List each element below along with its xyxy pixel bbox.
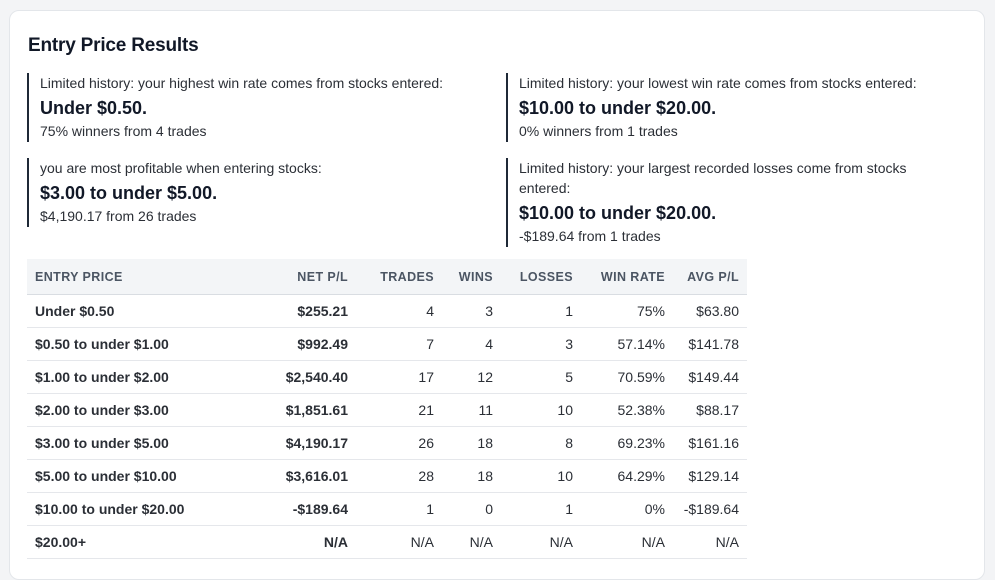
cell-losses: 10: [501, 393, 581, 427]
cell-losses: N/A: [501, 525, 581, 559]
col-header-avg-pl[interactable]: AVG P/L: [673, 259, 747, 295]
insight-highest-win-rate: Limited history: your highest win rate c…: [27, 73, 482, 142]
cell-win-rate: 75%: [581, 294, 673, 328]
cell-win-rate: 52.38%: [581, 393, 673, 427]
cell-trades: 21: [356, 393, 442, 427]
insight-range: $10.00 to under $20.00.: [519, 98, 717, 118]
insight-detail: 0% winners from 1 trades: [519, 123, 678, 139]
cell-wins: 12: [442, 360, 501, 394]
cell-net-pl: $1,851.61: [259, 393, 356, 427]
entry-price-table: ENTRY PRICE NET P/L TRADES WINS LOSSES W…: [27, 259, 747, 559]
col-header-losses[interactable]: LOSSES: [501, 259, 581, 295]
cell-win-rate: 70.59%: [581, 360, 673, 394]
col-header-net-pl[interactable]: NET P/L: [259, 259, 356, 295]
cell-wins: 4: [442, 327, 501, 361]
cell-wins: 18: [442, 459, 501, 493]
col-header-win-rate[interactable]: WIN RATE: [581, 259, 673, 295]
col-header-entry-price[interactable]: ENTRY PRICE: [27, 259, 259, 295]
insight-most-profitable: you are most profitable when entering st…: [27, 158, 482, 227]
insight-lead: Limited history: your lowest win rate co…: [519, 75, 917, 91]
cell-entry-price: $5.00 to under $10.00: [27, 459, 259, 493]
cell-avg-pl: N/A: [673, 525, 747, 559]
cell-net-pl: $2,540.40: [259, 360, 356, 394]
cell-avg-pl: -$189.64: [673, 492, 747, 526]
cell-win-rate: N/A: [581, 525, 673, 559]
insight-detail: -$189.64 from 1 trades: [519, 228, 661, 244]
section-title: Entry Price Results: [28, 35, 199, 56]
cell-net-pl: N/A: [259, 525, 356, 559]
cell-losses: 1: [501, 294, 581, 328]
cell-trades: 17: [356, 360, 442, 394]
insight-lead: you are most profitable when entering st…: [40, 160, 322, 176]
cell-trades: 1: [356, 492, 442, 526]
table-row: $20.00+ N/A N/A N/A N/A N/A N/A: [27, 525, 747, 559]
cell-avg-pl: $88.17: [673, 393, 747, 427]
table-row: $0.50 to under $1.00 $992.49 7 4 3 57.14…: [27, 327, 747, 361]
cell-net-pl: $3,616.01: [259, 459, 356, 493]
col-header-wins[interactable]: WINS: [442, 259, 501, 295]
cell-trades: 7: [356, 327, 442, 361]
entry-price-results-card: Entry Price Results Limited history: you…: [9, 10, 985, 580]
cell-entry-price: $0.50 to under $1.00: [27, 327, 259, 361]
cell-avg-pl: $141.78: [673, 327, 747, 361]
cell-wins: N/A: [442, 525, 501, 559]
cell-entry-price: $1.00 to under $2.00: [27, 360, 259, 394]
insight-lead: Limited history: your largest recorded l…: [519, 160, 907, 196]
insight-detail: $4,190.17 from 26 trades: [40, 208, 197, 224]
cell-trades: 28: [356, 459, 442, 493]
insight-lead: Limited history: your highest win rate c…: [40, 75, 444, 91]
table-header-row: ENTRY PRICE NET P/L TRADES WINS LOSSES W…: [27, 259, 747, 295]
cell-losses: 5: [501, 360, 581, 394]
cell-avg-pl: $63.80: [673, 294, 747, 328]
cell-win-rate: 0%: [581, 492, 673, 526]
col-header-trades[interactable]: TRADES: [356, 259, 442, 295]
insight-detail: 75% winners from 4 trades: [40, 123, 207, 139]
table-row: $3.00 to under $5.00 $4,190.17 26 18 8 6…: [27, 426, 747, 460]
table-row: $1.00 to under $2.00 $2,540.40 17 12 5 7…: [27, 360, 747, 394]
cell-entry-price: $2.00 to under $3.00: [27, 393, 259, 427]
cell-win-rate: 57.14%: [581, 327, 673, 361]
insight-range: Under $0.50.: [40, 98, 148, 118]
cell-net-pl: -$189.64: [259, 492, 356, 526]
cell-losses: 8: [501, 426, 581, 460]
cell-wins: 11: [442, 393, 501, 427]
cell-entry-price: $20.00+: [27, 525, 259, 559]
cell-net-pl: $255.21: [259, 294, 356, 328]
insight-range: $10.00 to under $20.00.: [519, 203, 717, 223]
table-row: $10.00 to under $20.00 -$189.64 1 0 1 0%…: [27, 492, 747, 526]
cell-avg-pl: $129.14: [673, 459, 747, 493]
cell-losses: 3: [501, 327, 581, 361]
cell-net-pl: $992.49: [259, 327, 356, 361]
cell-win-rate: 69.23%: [581, 426, 673, 460]
cell-wins: 18: [442, 426, 501, 460]
table-row: $5.00 to under $10.00 $3,616.01 28 18 10…: [27, 459, 747, 493]
cell-win-rate: 64.29%: [581, 459, 673, 493]
cell-trades: 4: [356, 294, 442, 328]
cell-losses: 1: [501, 492, 581, 526]
cell-entry-price: Under $0.50: [27, 294, 259, 328]
insight-range: $3.00 to under $5.00.: [40, 183, 218, 203]
cell-net-pl: $4,190.17: [259, 426, 356, 460]
cell-losses: 10: [501, 459, 581, 493]
cell-avg-pl: $161.16: [673, 426, 747, 460]
cell-trades: 26: [356, 426, 442, 460]
cell-entry-price: $3.00 to under $5.00: [27, 426, 259, 460]
cell-avg-pl: $149.44: [673, 360, 747, 394]
cell-trades: N/A: [356, 525, 442, 559]
cell-wins: 3: [442, 294, 501, 328]
table-row: $2.00 to under $3.00 $1,851.61 21 11 10 …: [27, 393, 747, 427]
table-row: Under $0.50 $255.21 4 3 1 75% $63.80: [27, 294, 747, 328]
cell-entry-price: $10.00 to under $20.00: [27, 492, 259, 526]
insight-largest-losses: Limited history: your largest recorded l…: [506, 158, 961, 247]
insight-lowest-win-rate: Limited history: your lowest win rate co…: [506, 73, 961, 142]
cell-wins: 0: [442, 492, 501, 526]
